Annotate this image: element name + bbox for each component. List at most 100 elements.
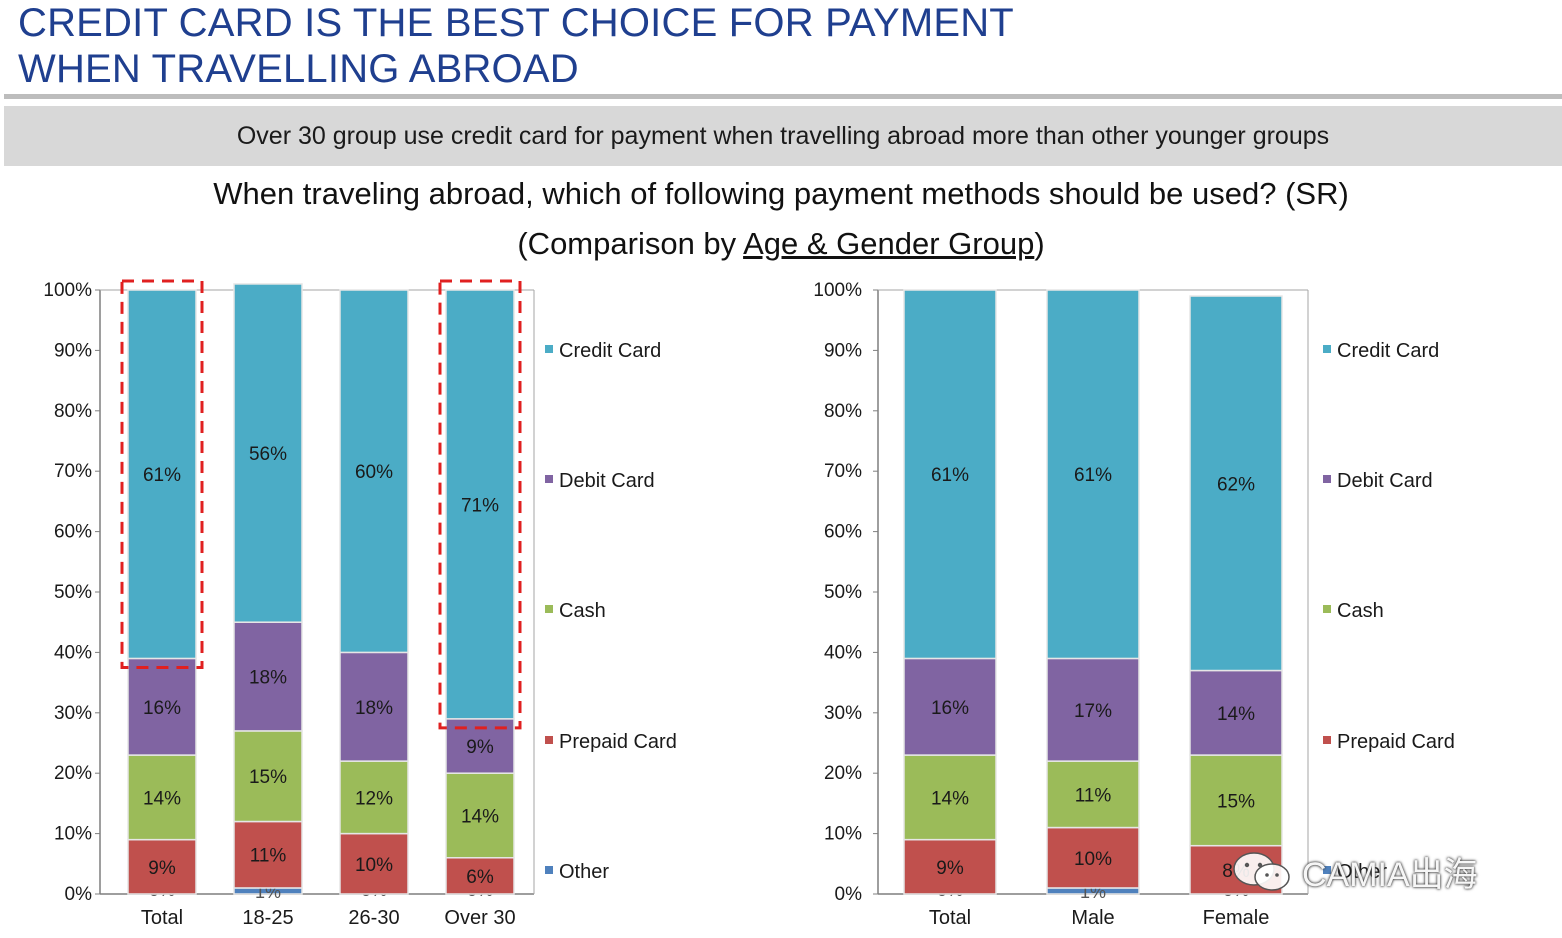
chart1-data-label: 18% [249,668,287,689]
chart2-data-label: 61% [1074,465,1112,486]
chart1-bar-cash [233,730,303,823]
chart2-category-label: Total [929,907,971,929]
chart2-legend-label: Debit Card [1337,470,1433,492]
chart1-data-label: 18% [355,698,393,719]
chart2-y-tick-label: 10% [824,824,862,845]
chart1-legend-swatch [545,736,553,744]
chart2-legend-swatch [1323,736,1331,744]
subtitle-banner: Over 30 group use credit card for paymen… [4,106,1562,166]
chart1-legend-label: Cash [559,600,606,622]
chart2-data-label: 14% [931,788,969,809]
chart2-data-label: 61% [931,465,969,486]
chart1-y-tick-label: 90% [54,340,92,361]
chart1-bar-cash [445,772,515,859]
chart2-category-label: Female [1203,907,1270,929]
chart2-bar-debit-card [1046,657,1140,762]
chart1-bar-credit-card [233,283,303,623]
chart2-data-label: 17% [1074,701,1112,722]
chart2-y-tick-label: 80% [824,401,862,422]
chart2-y-tick-label: 30% [824,703,862,724]
title-line-2: WHEN TRAVELLING ABROAD [18,47,579,91]
chart2-legend-label: Cash [1337,600,1384,622]
chart1-data-label: 60% [355,462,393,483]
chart1-data-label: 14% [461,806,499,827]
chart1-bar-debit-card [127,657,197,756]
comparison-suffix: ) [1034,226,1045,261]
chart2-bar-debit-card [903,657,997,756]
chart1-y-tick-label: 30% [54,703,92,724]
chart1-data-label: 56% [249,444,287,465]
watermark: CAMIA出海 [1230,846,1478,896]
chart1-data-label: 6% [466,867,494,888]
chart1-legend-label: Debit Card [559,470,655,492]
chart1-y-tick-label: 40% [54,642,92,663]
chart2-y-tick-label: 20% [824,763,862,784]
chart1-y-tick-label: 20% [54,763,92,784]
chart1-category-label: 26-30 [348,907,399,929]
title-divider [4,94,1562,99]
chart1-highlight-box [438,279,522,730]
chart1-category-label: Total [141,907,183,929]
chart2-legend-swatch [1323,345,1331,353]
chart2-bar-credit-card [1189,295,1283,672]
chart2-bar-cash [903,754,997,841]
chart2-bar-cash [1046,760,1140,829]
chart2-data-label: 62% [1217,474,1255,495]
chart1-legend-swatch [545,475,553,483]
chart2-y-tick-label: 100% [813,280,862,301]
watermark-text: CAMIA出海 [1302,855,1478,894]
subtitle-text: Over 30 group use credit card for paymen… [236,121,1330,150]
chart2-data-label: 11% [1075,785,1112,806]
chart2-bar-prepaid-card [903,838,997,895]
chart2-bar-debit-card [1189,669,1283,756]
chart2-y-tick-label: 70% [824,461,862,482]
chart2-legend-swatch [1323,605,1331,613]
chart2-y-tick-label: 50% [824,582,862,603]
comparison-note: (Comparison by Age & Gender Group) [0,226,1562,262]
chart2-data-label: 14% [1217,704,1255,725]
chart1-bar-prepaid-card [233,820,303,889]
comparison-group: Age & Gender Group [743,226,1035,261]
chart2-data-label: 15% [1217,791,1255,812]
survey-question: When traveling abroad, which of followin… [213,176,1349,211]
chart1-bar-prepaid-card [127,838,197,895]
chart1-y-tick-label: 100% [43,280,92,301]
chart1-data-label: 71% [461,495,499,516]
chart2-bar-credit-card [903,289,997,660]
chart1-bar-prepaid-card [339,832,409,895]
chart1-bar-cash [127,754,197,841]
page-title: CREDIT CARD IS THE BEST CHOICE FOR PAYME… [18,0,1014,92]
chart1-data-label: 10% [355,855,393,876]
chart1-bar-cash [339,760,409,835]
chart1-legend-label: Credit Card [559,340,661,362]
chart1-legend-swatch [545,345,553,353]
chart1-bar-credit-card [127,289,197,660]
chart2-bar-credit-card [1046,289,1140,660]
chart1-legend-label: Prepaid Card [559,731,677,753]
chart2-y-tick-label: 90% [824,340,862,361]
chart1-data-label: 9% [466,737,494,758]
chart1-data-label: 15% [249,767,287,788]
chart1-data-label: 14% [143,788,181,809]
chart2-y-tick-label: 40% [824,642,862,663]
chart1-bar-credit-card [445,289,515,720]
comparison-prefix: (Comparison by [517,226,744,261]
chart1-legend-label: Other [559,861,609,883]
chart2-bar-cash [1189,754,1283,847]
chart2-category-label: Male [1071,907,1114,929]
chart2-data-label: 16% [931,698,969,719]
title-line-1: CREDIT CARD IS THE BEST CHOICE FOR PAYME… [18,1,1014,45]
chart2-y-tick-label: 0% [835,884,863,905]
chart2-legend-label: Other [1337,861,1387,883]
chart2-data-label: 10% [1074,849,1112,870]
chart1-y-tick-label: 50% [54,582,92,603]
chart1-data-label: 9% [148,858,176,879]
chart1-bar-debit-card [339,651,409,762]
chart1-data-label: 12% [355,788,393,809]
chart1-y-tick-label: 60% [54,522,92,543]
chart1-category-label: Over 30 [444,907,515,929]
chart1-y-tick-label: 70% [54,461,92,482]
chart1-data-label: 16% [143,698,181,719]
chart1-bar-credit-card [339,289,409,654]
